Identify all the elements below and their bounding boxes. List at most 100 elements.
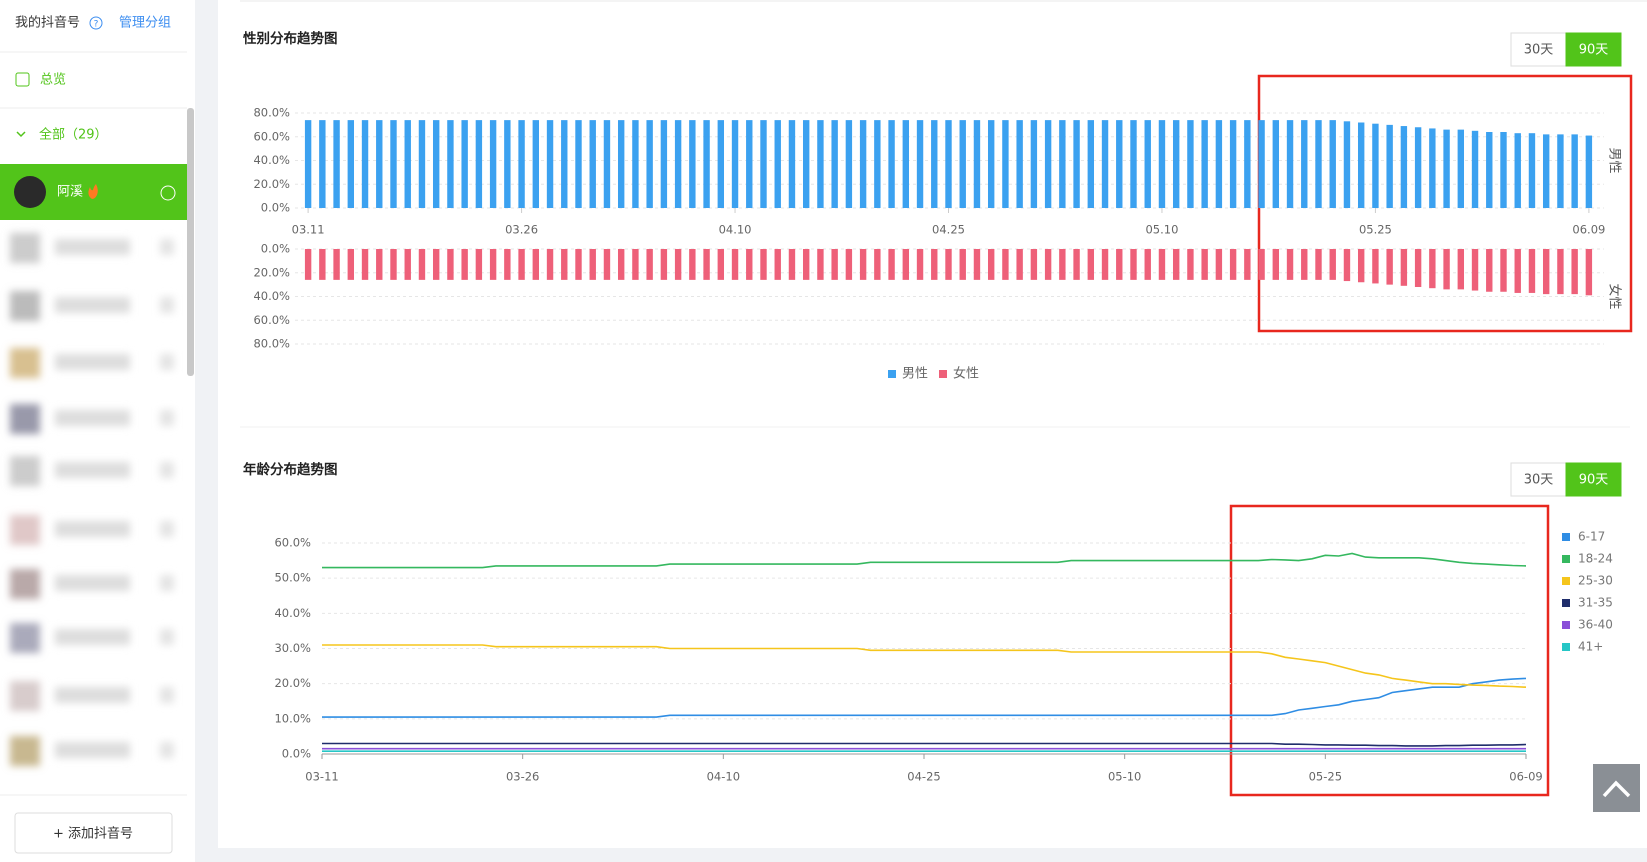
bar	[1429, 128, 1436, 208]
bar	[1073, 249, 1080, 280]
bar	[1073, 120, 1080, 208]
legend-swatch	[1562, 577, 1570, 585]
bar	[774, 249, 781, 280]
bar	[1500, 249, 1507, 292]
bar	[1557, 249, 1564, 295]
range-button[interactable]	[1510, 462, 1567, 497]
legend-label: 41+	[1578, 640, 1603, 654]
group-all[interactable]: 全部（29）	[39, 127, 108, 143]
bar	[504, 249, 511, 280]
blurred-tag	[160, 354, 174, 370]
bar	[617, 120, 625, 208]
bar	[1301, 249, 1308, 280]
bar	[1315, 120, 1322, 208]
legend-label: 男性	[902, 367, 928, 382]
chart-title: 年龄分布趋势图	[243, 461, 338, 478]
bar	[845, 249, 853, 280]
y-tick-label: 10.0%	[274, 711, 311, 725]
bar	[1030, 249, 1038, 280]
bar	[1087, 249, 1095, 280]
bar	[1244, 249, 1251, 280]
bar	[1229, 249, 1237, 280]
bar	[1044, 120, 1052, 208]
bar	[1386, 124, 1393, 208]
bar	[1030, 120, 1038, 208]
bar	[418, 120, 426, 208]
blurred-avatar	[10, 681, 40, 711]
bar	[1286, 249, 1294, 280]
x-tick-label: 03-11	[305, 770, 338, 784]
bar	[945, 249, 952, 280]
manage-link[interactable]: 管理分组	[119, 16, 171, 31]
bar	[1585, 249, 1593, 296]
legend-label: 18-24	[1578, 552, 1613, 566]
bar	[1329, 249, 1336, 280]
bar	[561, 249, 568, 280]
help-icon[interactable]	[89, 16, 103, 30]
bar	[1400, 126, 1408, 208]
bar	[859, 249, 867, 280]
bar	[1357, 249, 1365, 283]
bar	[632, 120, 639, 208]
bar	[1486, 249, 1493, 292]
y-tick-label: 0.0%	[261, 201, 290, 215]
blurred-avatar	[10, 623, 40, 653]
blurred-avatar	[10, 404, 40, 434]
add-account-button[interactable]	[14, 812, 173, 854]
bar	[376, 120, 383, 208]
bar	[902, 120, 910, 208]
legend-label: 女性	[953, 366, 979, 382]
bar	[361, 249, 369, 280]
bar	[418, 249, 426, 280]
bar	[1059, 249, 1066, 280]
bar	[1500, 132, 1507, 208]
series-line	[322, 644, 1527, 688]
y-tick-label: 60.0%	[253, 129, 290, 143]
scrollbar[interactable]	[187, 108, 194, 376]
x-tick-label: 03-26	[506, 770, 539, 784]
overview-link[interactable]: 总览	[40, 72, 66, 88]
range-button[interactable]	[1565, 462, 1622, 497]
bar	[973, 120, 981, 208]
bar	[1429, 249, 1436, 289]
blurred-name	[55, 410, 130, 426]
range-button[interactable]	[1565, 32, 1622, 67]
bar	[1315, 249, 1322, 280]
series-line	[322, 552, 1527, 569]
account-name: 阿溪	[57, 185, 83, 200]
bar	[1101, 120, 1109, 208]
bar	[532, 120, 540, 208]
legend-label: 6-17	[1578, 530, 1605, 544]
bar	[1571, 134, 1578, 208]
bar	[1343, 121, 1351, 208]
bar	[333, 249, 340, 280]
blurred-avatar	[10, 515, 40, 545]
range-button[interactable]	[1510, 32, 1567, 67]
blurred-name	[55, 521, 130, 537]
bar	[532, 249, 540, 280]
bar	[1272, 120, 1280, 208]
x-tick-label: 05-10	[1108, 770, 1141, 784]
bar	[390, 249, 397, 280]
more-icon[interactable]	[160, 185, 176, 201]
bar	[1002, 120, 1009, 208]
bar	[1514, 133, 1521, 208]
legend-swatch	[888, 370, 896, 378]
range-button-label: 30天	[1524, 43, 1554, 58]
series-axis-label: 男性	[1607, 147, 1622, 173]
y-tick-label: 40.0%	[253, 289, 290, 303]
bar	[916, 120, 924, 208]
bar	[802, 120, 810, 208]
bar	[518, 249, 525, 280]
bar	[589, 249, 596, 280]
y-tick-label: 80.0%	[253, 337, 290, 351]
bar	[447, 249, 454, 280]
legend-swatch	[939, 370, 947, 378]
bar	[817, 249, 824, 280]
x-tick-label: 05-25	[1309, 770, 1342, 784]
back-to-top[interactable]	[1593, 764, 1640, 812]
bar	[461, 120, 468, 208]
bar	[304, 249, 312, 280]
bar	[1016, 120, 1023, 208]
bar	[959, 249, 966, 280]
